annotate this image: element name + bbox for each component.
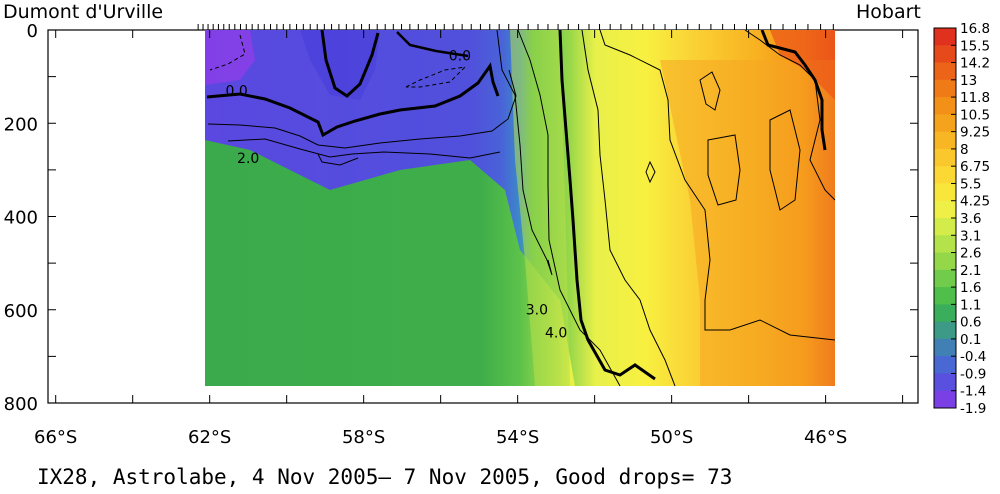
contour-dashed-2 <box>405 66 467 88</box>
colorbar-label: 3.6 <box>960 211 981 227</box>
contour-warm-1 <box>699 71 721 111</box>
x-axis: 66°S 62°S 58°S 54°S 50°S 46°S <box>34 30 904 448</box>
y-tick-label: 200 <box>4 114 38 135</box>
y-tick-label: 800 <box>4 394 38 415</box>
y-tick-label: 400 <box>4 208 38 229</box>
colorbar-label: 8 <box>960 142 969 158</box>
x-tick-label: 62°S <box>188 427 231 448</box>
colorbar: 16.815.514.21311.810.59.2586.755.54.253.… <box>933 21 990 417</box>
contour-label: 3.0 <box>526 302 548 318</box>
colorbar-label: 4.25 <box>960 194 990 210</box>
contour-mid-loop <box>645 160 656 184</box>
colorbar-swatch <box>934 235 956 254</box>
contour-label: 0.0 <box>225 83 247 99</box>
station-ticks <box>197 24 834 30</box>
colorbar-swatch <box>934 356 956 374</box>
contour-labels: 0.0 0.0 2.0 3.0 4.0 <box>225 48 567 341</box>
colorbar-label: 0.6 <box>960 315 981 331</box>
colorbar-swatch <box>934 79 956 98</box>
contour-warm-2 <box>707 134 741 206</box>
temperature-field <box>205 30 835 386</box>
colorbar-label: 0.1 <box>960 332 981 348</box>
colorbar-label: 16.8 <box>960 21 990 37</box>
colorbar-swatch <box>934 252 956 271</box>
contour-hot <box>760 29 827 151</box>
colorbar-swatch <box>934 304 956 323</box>
colorbar-swatch <box>934 200 956 219</box>
contour-sub <box>317 153 359 166</box>
colorbar-label: 3.1 <box>960 228 981 244</box>
contour-four <box>558 29 656 381</box>
y-tick-label: 600 <box>4 301 38 322</box>
contour-zero-thick <box>206 62 500 138</box>
x-tick-label: 50°S <box>650 427 693 448</box>
colorbar-label: 1.6 <box>960 280 981 296</box>
colorbar-swatch <box>934 373 956 392</box>
contour-three <box>496 29 553 276</box>
colorbar-swatch <box>934 114 956 133</box>
colorbar-swatch <box>934 166 956 184</box>
x-tick-label: 58°S <box>342 427 385 448</box>
contour-six <box>599 29 836 341</box>
colorbar-label: 9.25 <box>960 125 990 141</box>
warm-tongue <box>660 60 835 386</box>
contour-zero-thick-2 <box>320 29 380 98</box>
colorbar-label: 14.2 <box>960 56 990 72</box>
contour-lines <box>206 29 836 387</box>
colorbar-swatch <box>934 183 956 202</box>
x-tick-label: 46°S <box>804 427 847 448</box>
contour-three-b <box>517 29 621 387</box>
colorbar-swatch <box>934 148 956 167</box>
colorbar-swatch <box>934 131 956 150</box>
colorbar-label: 6.75 <box>960 159 990 175</box>
colorbar-swatch <box>934 62 956 81</box>
caption: IX28, Astrolabe, 4 Nov 2005– 7 Nov 2005,… <box>37 465 732 489</box>
title-right: Hobart <box>856 1 921 23</box>
colorbar-label: 10.5 <box>960 107 990 123</box>
x-tick-label: 66°S <box>34 427 77 448</box>
y-tick-label: 0 <box>27 21 38 42</box>
colorbar-label: 5.5 <box>960 176 981 192</box>
colorbar-label: 2.1 <box>960 263 981 279</box>
contour-five <box>581 29 676 387</box>
colorbar-swatch <box>934 338 956 357</box>
colorbar-label: 15.5 <box>960 38 990 54</box>
colorbar-label: -1.9 <box>960 401 986 417</box>
colorbar-swatch <box>934 28 956 46</box>
contour-two <box>207 69 517 149</box>
title-left: Dumont d'Urville <box>3 1 163 23</box>
colorbar-label: 11.8 <box>960 90 990 106</box>
colorbar-label: -1.4 <box>960 384 986 400</box>
contour-zero-thick-3 <box>396 31 469 58</box>
x-tick-label: 54°S <box>496 427 539 448</box>
colorbar-swatch <box>934 269 956 288</box>
contour-warm-3 <box>769 109 801 211</box>
contour-dashed-1 <box>209 34 246 71</box>
colorbar-label: -0.9 <box>960 366 986 382</box>
colorbar-label: 2.6 <box>960 246 981 262</box>
y-axis: 0 200 400 600 800 <box>4 21 918 415</box>
colorbar-label: 13 <box>960 73 977 89</box>
colorbar-swatch <box>934 97 956 115</box>
colorbar-swatch <box>934 287 956 305</box>
colorbar-label: -0.4 <box>960 349 986 365</box>
contour-label: 2.0 <box>237 151 259 167</box>
front-band <box>510 30 570 386</box>
contour-label: 4.0 <box>545 326 567 342</box>
colorbar-swatch <box>934 321 956 340</box>
contour-label: 0.0 <box>449 48 471 64</box>
colorbar-swatch <box>934 390 956 409</box>
colorbar-label: 1.1 <box>960 297 981 313</box>
colorbar-swatch <box>934 45 956 64</box>
colorbar-swatch <box>934 218 956 236</box>
hot-corner <box>770 30 835 100</box>
contour-two-b <box>227 138 501 159</box>
